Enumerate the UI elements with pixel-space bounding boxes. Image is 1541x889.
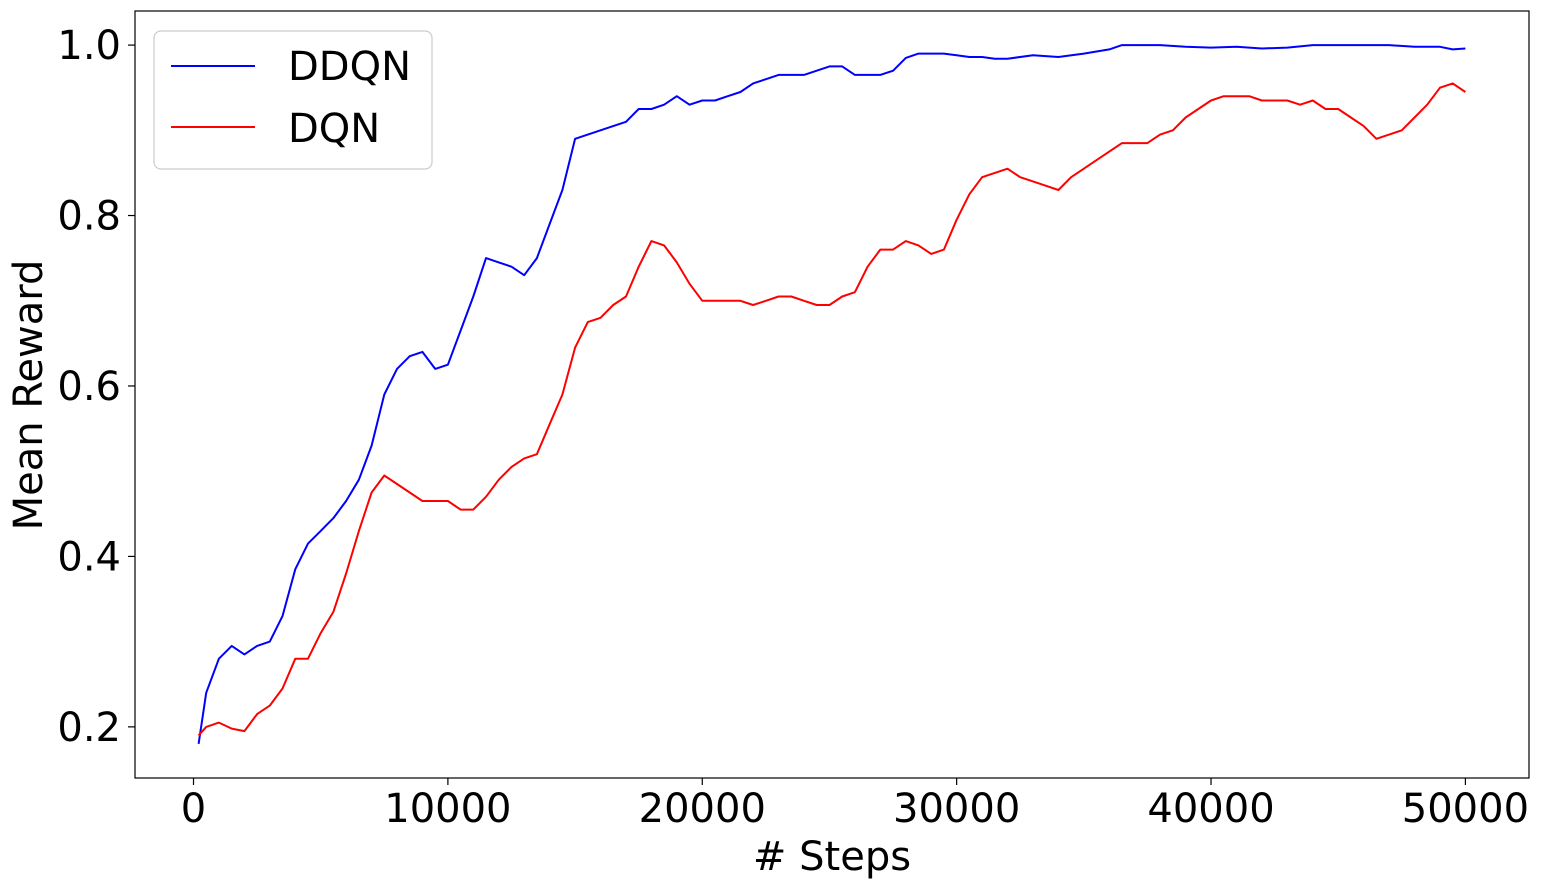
series-line-ddqn — [197, 44, 1466, 745]
y-tick-label: 0.6 — [57, 364, 121, 410]
x-axis-ticks: 0 10000 20000 30000 40000 50000 — [181, 778, 1529, 832]
y-tick-label: 0.2 — [57, 705, 121, 751]
y-tick-label: 0.4 — [57, 534, 121, 580]
x-tick-label: 20000 — [639, 786, 766, 832]
series-layer — [197, 44, 1466, 745]
x-tick-label: 10000 — [384, 786, 511, 832]
legend-label-dqn: DQN — [288, 106, 380, 152]
y-axis-ticks: 0.2 0.4 0.6 0.8 1.0 — [57, 23, 135, 751]
x-tick-label: 30000 — [893, 786, 1020, 832]
y-axis-title: Mean Reward — [6, 260, 52, 531]
y-tick-label: 1.0 — [57, 23, 121, 69]
legend-label-ddqn: DDQN — [288, 44, 411, 90]
y-tick-label: 0.8 — [57, 194, 121, 240]
x-tick-label: 40000 — [1147, 786, 1274, 832]
x-tick-label: 0 — [181, 786, 206, 832]
series-line-dqn — [197, 82, 1466, 737]
x-tick-label: 50000 — [1402, 786, 1529, 832]
legend: DDQN DQN — [153, 30, 433, 170]
x-axis-title: # Steps — [753, 834, 911, 880]
